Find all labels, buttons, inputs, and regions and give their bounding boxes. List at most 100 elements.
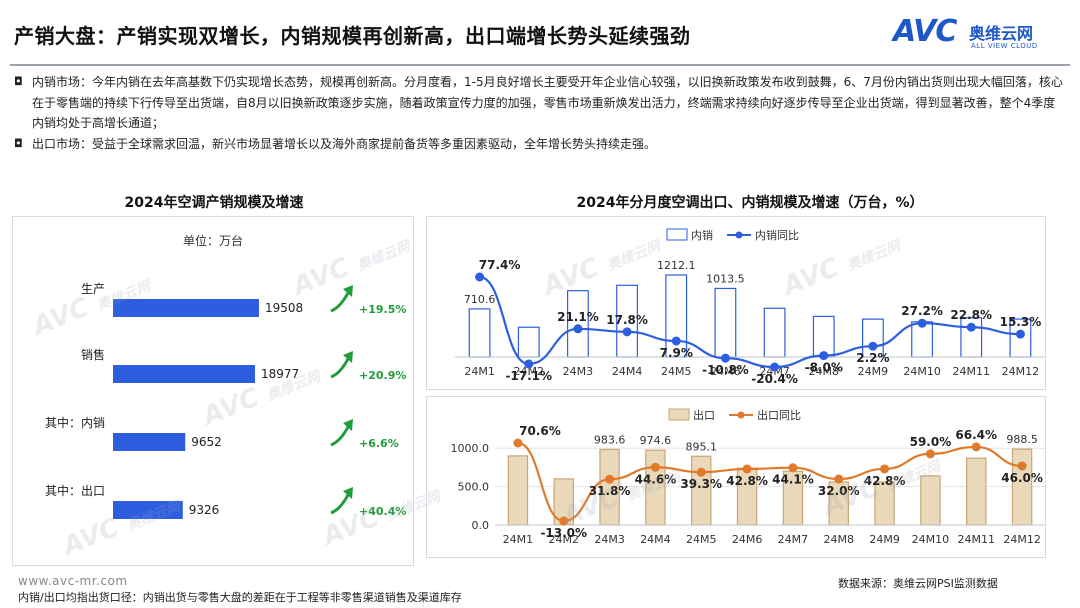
line-point [650, 462, 660, 472]
left-chart-panel: 单位：万台 生产 19508 +19.5% 销售 18977 +20.9% 其中：内销 9652… [12, 216, 414, 566]
bar [517, 326, 540, 358]
x-tick-label: 24M4 [640, 533, 671, 546]
bar-value-label: 19508 [265, 301, 303, 315]
bar [714, 287, 737, 358]
bar [920, 475, 941, 526]
bar-value-label: 1212.1 [657, 259, 696, 272]
x-tick-label: 24M10 [903, 365, 941, 378]
bullet-icon: ◘ [14, 75, 23, 88]
bar [113, 501, 183, 519]
line-value-label: 31.8% [589, 484, 631, 498]
category-label: 销售 [81, 347, 105, 362]
x-tick-label: 24M5 [661, 365, 692, 378]
growth-arrow-icon [330, 492, 351, 515]
domestic-chart-panel: 内销 内销同比 710.6 1212.1 1013.5 24M1 24M2 24M3 24M4 2… [426, 216, 1046, 390]
line-value-label: 66.4% [955, 428, 997, 442]
bar [113, 365, 256, 383]
growth-arrow-icon [330, 424, 351, 447]
bar-value-label: 988.5 [1006, 433, 1037, 446]
line-value-label: -20.4% [751, 372, 798, 386]
legend-label: 内销同比 [755, 228, 799, 242]
legend-label: 出口 [693, 408, 715, 422]
category-label: 其中：出口 [45, 483, 105, 498]
x-tick-label: 24M6 [710, 365, 741, 378]
line-point [917, 318, 927, 328]
bar [874, 481, 895, 526]
bar-value-label: 895.1 [686, 440, 718, 453]
line-point [880, 464, 890, 474]
line-point [475, 272, 485, 282]
x-tick-label: 24M7 [759, 365, 790, 378]
growth-label: +19.5% [359, 303, 406, 316]
title-divider [10, 64, 1070, 66]
bullet-text: 出口市场：受益于全球需求回温，新兴市场显著增长以及海外商家提前备货等多重因素驱动… [32, 136, 657, 151]
x-tick-label: 24M6 [732, 533, 763, 546]
line-point [971, 442, 981, 452]
growth-arrowhead-icon [343, 351, 353, 363]
line-point [573, 324, 583, 334]
line-value-label: 44.1% [772, 473, 814, 487]
line-value-label: 32.0% [818, 484, 860, 498]
line-value-label: 39.3% [680, 477, 722, 491]
bullet-export: ◘ 出口市场：受益于全球需求回温，新兴市场显著增长以及海外商家提前备货等多重因素… [14, 134, 1064, 155]
line-value-label: -10.8% [702, 363, 749, 377]
line-point [696, 467, 706, 477]
line-value-label: 46.0% [1001, 471, 1043, 485]
x-tick-label: 24M9 [869, 533, 900, 546]
x-tick-label: 24M12 [1002, 365, 1040, 378]
bar [113, 299, 259, 317]
bar [113, 433, 186, 451]
line-point [925, 449, 935, 459]
bar-value-label: 974.6 [640, 434, 672, 447]
x-tick-label: 24M10 [912, 533, 950, 546]
bar-value-label: 1013.5 [706, 272, 745, 285]
x-tick-label: 24M12 [1003, 533, 1040, 546]
page-title: 产销大盘：产销实现双增长，内销规模再创新高，出口端增长势头延续强劲 [14, 24, 691, 48]
bar-value-label: 983.6 [594, 433, 626, 446]
bar [1011, 448, 1033, 526]
x-tick-label: 24M2 [549, 533, 580, 546]
x-tick-label: 24M3 [563, 365, 594, 378]
line-value-label: 77.4% [479, 258, 521, 272]
growth-label: +6.6% [359, 437, 399, 450]
legend-label: 出口同比 [757, 408, 801, 422]
line-point [720, 353, 730, 363]
legend-line-marker [737, 411, 745, 419]
category-label: 其中：内销 [45, 415, 105, 430]
export-chart-panel: 出口 出口同比 0.0 500.0 1000.0 983.6 974.6 895.1 988.5… [426, 396, 1046, 558]
bullet-icon: ◘ [14, 136, 23, 150]
x-tick-label: 24M4 [612, 365, 643, 378]
logo-english: ALL VIEW CLOUD [971, 42, 1038, 50]
bar [468, 308, 491, 358]
data-source: 数据来源：奥维云网PSI监测数据 [838, 577, 998, 590]
bullet-text: 内销市场：今年内销在去年高基数下仍实现增长态势，规模再创新高。分月度看，1-5月… [32, 75, 1063, 130]
category-label: 生产 [81, 282, 105, 296]
website-link[interactable]: www.avc-mr.com [18, 574, 128, 588]
legend-label: 内销 [691, 228, 713, 242]
x-tick-label: 24M9 [858, 365, 889, 378]
x-tick-label: 24M2 [514, 365, 545, 378]
growth-label: +40.4% [359, 505, 406, 518]
line-value-label: 2.2% [856, 351, 889, 365]
x-tick-label: 24M8 [824, 533, 855, 546]
right-chart-heading: 2024年分月度空调出口、内销规模及增速（万台，%） [576, 195, 924, 211]
domestic-monthly-chart: 内销 内销同比 710.6 1212.1 1013.5 24M1 24M2 24M3 24M4 2… [455, 228, 1045, 386]
line-value-label: 21.1% [557, 310, 599, 324]
line-value-label: -8.0% [805, 361, 843, 375]
line-value-label: 17.8% [606, 313, 648, 327]
footnote: 内销/出口均指出货口径：内销出货与零售大盘的差距在于工程等非零售渠道销售及渠道库… [18, 591, 462, 604]
bar-value-label: 18977 [261, 367, 299, 381]
growth-arrowhead-icon [343, 285, 353, 297]
x-tick-label: 24M8 [809, 365, 840, 378]
line-value-label: 42.8% [726, 474, 768, 488]
y-tick-label: 1000.0 [451, 442, 490, 455]
legend-bar-swatch [668, 408, 690, 421]
line-point [1015, 329, 1025, 339]
growth-arrow-icon [330, 356, 351, 379]
x-tick-label: 24M3 [594, 533, 625, 546]
x-tick-label: 24M7 [778, 533, 809, 546]
y-tick-label: 500.0 [458, 481, 490, 494]
line-point [513, 438, 523, 448]
x-tick-label: 24M11 [953, 365, 991, 378]
